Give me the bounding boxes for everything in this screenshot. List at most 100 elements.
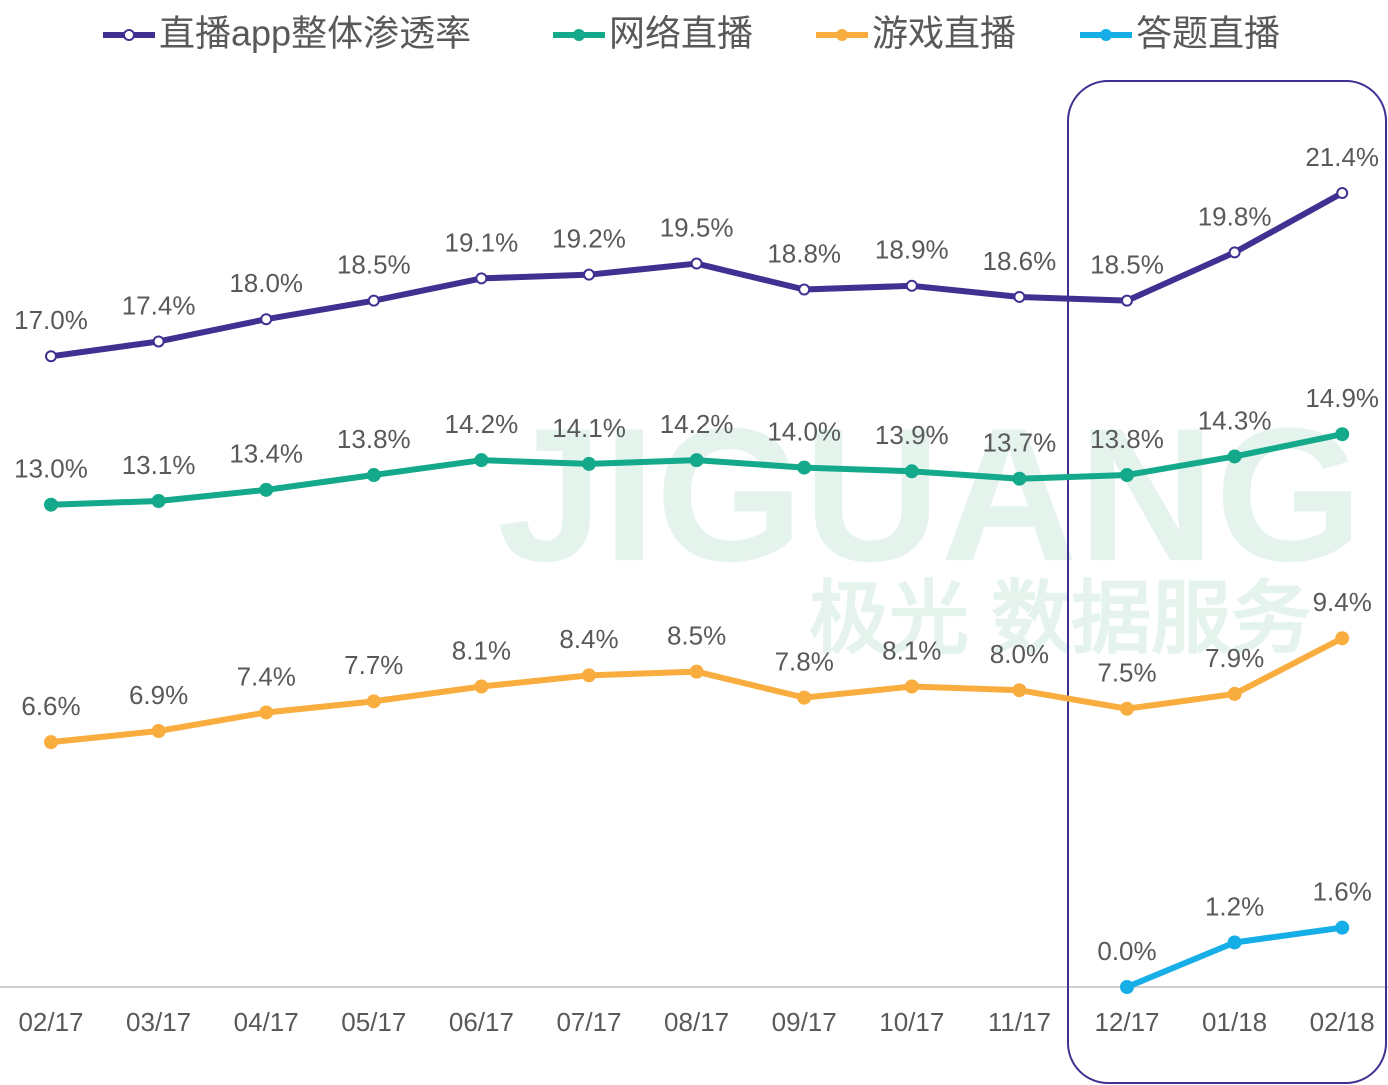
data-label: 14.2%: [660, 409, 734, 439]
data-point: [904, 464, 919, 479]
data-label: 19.1%: [445, 227, 519, 257]
data-label: 8.5%: [667, 621, 726, 651]
data-label: 7.4%: [237, 661, 296, 691]
data-label: 21.4%: [1305, 142, 1379, 172]
highlight-box: [1067, 80, 1387, 1084]
x-tick-label: 02/17: [18, 1007, 83, 1037]
data-point: [366, 694, 381, 709]
data-point: [474, 679, 489, 694]
x-tick-label: 12/17: [1094, 1007, 1159, 1037]
data-point: [1227, 935, 1242, 950]
x-tick-label: 08/17: [664, 1007, 729, 1037]
x-tick-label: 04/17: [234, 1007, 299, 1037]
data-point: [1120, 701, 1134, 716]
legend-label: 直播app整体渗透率: [159, 13, 471, 54]
x-tick-label: 01/18: [1202, 1007, 1267, 1037]
data-label: 7.9%: [1205, 643, 1264, 673]
data-point: [582, 668, 596, 683]
data-label: 18.5%: [337, 250, 411, 280]
data-point: [474, 453, 489, 468]
watermark-sub: 极光 数据服务: [809, 574, 1311, 663]
data-label: 14.1%: [552, 413, 626, 443]
legend-marker: [573, 29, 585, 41]
data-point: [583, 268, 595, 281]
legend-marker: [836, 29, 848, 41]
data-label: 7.8%: [775, 646, 834, 676]
data-point: [1013, 290, 1026, 303]
data-point: [582, 456, 596, 471]
data-point: [1335, 427, 1350, 442]
data-label: 0.0%: [1097, 936, 1156, 966]
data-point: [797, 690, 812, 705]
data-point: [690, 257, 703, 270]
x-tick-label: 10/17: [879, 1007, 944, 1037]
data-label: 18.8%: [767, 238, 841, 268]
data-point: [797, 460, 812, 475]
data-label: 14.3%: [1198, 405, 1272, 435]
data-point: [44, 735, 58, 750]
data-label: 9.4%: [1313, 587, 1372, 617]
data-label: 14.2%: [445, 409, 519, 439]
data-label: 19.2%: [552, 224, 626, 254]
x-tick-label: 07/17: [556, 1007, 621, 1037]
data-label: 13.4%: [229, 439, 303, 469]
legend-marker: [123, 29, 135, 41]
data-label: 1.2%: [1205, 891, 1264, 921]
data-point: [1012, 471, 1027, 486]
data-label: 17.4%: [122, 290, 196, 320]
data-point: [44, 497, 58, 512]
data-label: 18.0%: [229, 268, 303, 298]
x-tick-label: 06/17: [449, 1007, 514, 1037]
data-point: [45, 350, 57, 363]
x-tick-label: 11/17: [988, 1007, 1051, 1037]
data-label: 14.9%: [1305, 383, 1379, 413]
data-label: 19.5%: [660, 212, 734, 242]
data-point: [1227, 686, 1242, 701]
data-label: 19.8%: [1198, 201, 1272, 231]
data-point: [152, 335, 165, 348]
data-point: [259, 482, 274, 497]
x-tick-label: 05/17: [341, 1007, 406, 1037]
legend-marker: [1100, 29, 1112, 41]
data-point: [905, 279, 918, 292]
data-point: [1012, 683, 1027, 698]
data-point: [1121, 294, 1133, 307]
data-label: 14.0%: [767, 416, 841, 446]
data-point: [1335, 920, 1350, 935]
data-point: [1228, 246, 1241, 259]
data-point: [475, 272, 488, 285]
data-label: 6.9%: [129, 680, 188, 710]
data-label: 8.0%: [990, 639, 1049, 669]
data-point: [1120, 468, 1134, 483]
data-point: [367, 294, 380, 307]
data-label: 13.1%: [122, 450, 196, 480]
data-label: 13.8%: [1090, 424, 1164, 454]
data-label: 8.1%: [882, 635, 941, 665]
legend-label: 网络直播: [609, 13, 753, 54]
data-label: 6.6%: [21, 691, 80, 721]
data-label: 18.9%: [875, 235, 949, 265]
data-label: 13.7%: [983, 428, 1057, 458]
x-tick-label: 09/17: [772, 1007, 837, 1037]
data-label: 13.8%: [337, 424, 411, 454]
data-point: [1120, 980, 1134, 994]
data-point: [689, 664, 704, 679]
data-point: [151, 493, 166, 508]
data-label: 17.0%: [14, 305, 88, 335]
data-point: [259, 705, 274, 720]
data-point: [366, 468, 381, 483]
data-label: 7.7%: [344, 650, 403, 680]
data-label: 18.5%: [1090, 250, 1164, 280]
data-label: 8.1%: [452, 635, 511, 665]
data-label: 18.6%: [983, 246, 1057, 276]
data-label: 8.4%: [559, 624, 618, 654]
x-tick-label: 02/18: [1310, 1007, 1375, 1037]
data-point: [798, 283, 811, 296]
x-tick-label: 03/17: [126, 1007, 191, 1037]
data-point: [1335, 631, 1350, 646]
legend-label: 答题直播: [1136, 13, 1280, 54]
data-label: 13.0%: [14, 454, 88, 484]
data-point: [151, 724, 166, 739]
data-point: [1336, 187, 1349, 200]
